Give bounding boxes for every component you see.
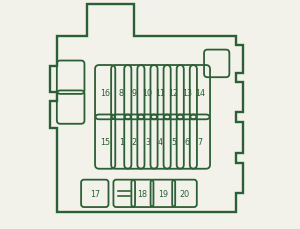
Text: 8: 8 — [119, 88, 124, 97]
Text: 1: 1 — [119, 137, 124, 147]
Text: 11: 11 — [156, 88, 166, 97]
Text: 20: 20 — [179, 189, 190, 198]
Text: 14: 14 — [195, 88, 205, 97]
Text: 18: 18 — [137, 189, 147, 198]
Text: 17: 17 — [90, 189, 100, 198]
Text: 9: 9 — [132, 88, 137, 97]
Text: 3: 3 — [145, 137, 150, 147]
Text: 13: 13 — [182, 88, 192, 97]
Text: 6: 6 — [184, 137, 189, 147]
PathPatch shape — [50, 5, 243, 212]
Text: 16: 16 — [100, 88, 110, 97]
Text: 2: 2 — [132, 137, 137, 147]
Text: 19: 19 — [158, 189, 168, 198]
Text: 7: 7 — [197, 137, 202, 147]
Text: 4: 4 — [158, 137, 163, 147]
Text: 12: 12 — [169, 88, 179, 97]
Text: 10: 10 — [142, 88, 152, 97]
Text: 5: 5 — [171, 137, 176, 147]
Text: 15: 15 — [100, 137, 110, 147]
